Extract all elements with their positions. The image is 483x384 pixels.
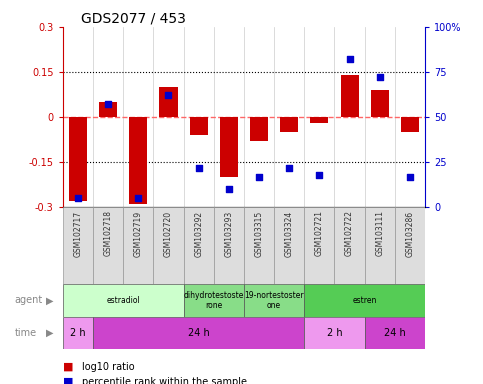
- Text: ▶: ▶: [46, 295, 54, 306]
- Point: [346, 56, 354, 63]
- Text: time: time: [14, 328, 37, 338]
- Point: [315, 172, 323, 178]
- Point: [376, 74, 384, 81]
- Bar: [395, 207, 425, 284]
- Text: GSM102718: GSM102718: [103, 210, 113, 257]
- Bar: [99, 102, 117, 117]
- Text: estren: estren: [353, 296, 377, 305]
- Bar: [244, 207, 274, 284]
- Bar: [311, 117, 328, 123]
- Bar: [184, 207, 213, 284]
- Point: [165, 93, 172, 99]
- Bar: [280, 117, 298, 132]
- Bar: [213, 207, 244, 284]
- Text: log10 ratio: log10 ratio: [82, 362, 135, 372]
- Point: [406, 174, 414, 180]
- Text: GSM103324: GSM103324: [284, 210, 294, 257]
- Text: ▶: ▶: [46, 328, 54, 338]
- Text: GSM103315: GSM103315: [255, 210, 264, 257]
- Bar: [63, 207, 93, 284]
- Text: GDS2077 / 453: GDS2077 / 453: [81, 12, 186, 26]
- Point: [134, 195, 142, 202]
- Bar: [250, 117, 268, 141]
- Point: [74, 195, 82, 202]
- Bar: [304, 284, 425, 317]
- Text: GSM102722: GSM102722: [345, 210, 354, 257]
- Text: 2 h: 2 h: [327, 328, 342, 338]
- Text: GSM102719: GSM102719: [134, 210, 143, 257]
- Text: GSM103293: GSM103293: [224, 210, 233, 257]
- Text: GSM103111: GSM103111: [375, 210, 384, 257]
- Text: 2 h: 2 h: [70, 328, 85, 338]
- Bar: [341, 75, 358, 117]
- Text: percentile rank within the sample: percentile rank within the sample: [82, 377, 247, 384]
- Point: [285, 165, 293, 171]
- Bar: [365, 317, 425, 349]
- Bar: [220, 117, 238, 177]
- Text: agent: agent: [14, 295, 43, 306]
- Bar: [154, 207, 184, 284]
- Point: [225, 186, 233, 192]
- Text: 24 h: 24 h: [384, 328, 406, 338]
- Bar: [129, 117, 147, 204]
- Text: ■: ■: [63, 362, 73, 372]
- Point: [255, 174, 263, 180]
- Text: GSM102720: GSM102720: [164, 210, 173, 257]
- Bar: [365, 207, 395, 284]
- Bar: [244, 284, 304, 317]
- Bar: [334, 207, 365, 284]
- Bar: [159, 87, 178, 117]
- Text: GSM103292: GSM103292: [194, 210, 203, 257]
- Bar: [371, 90, 389, 117]
- Bar: [69, 117, 87, 201]
- Bar: [274, 207, 304, 284]
- Text: dihydrotestoste
rone: dihydrotestoste rone: [184, 291, 244, 310]
- Text: 19-nortestoster
one: 19-nortestoster one: [244, 291, 304, 310]
- Bar: [189, 117, 208, 135]
- Bar: [93, 207, 123, 284]
- Bar: [184, 284, 244, 317]
- Bar: [93, 317, 304, 349]
- Bar: [304, 317, 365, 349]
- Bar: [63, 317, 93, 349]
- Bar: [63, 284, 184, 317]
- Text: estradiol: estradiol: [106, 296, 140, 305]
- Text: GSM103286: GSM103286: [405, 210, 414, 257]
- Text: GSM102721: GSM102721: [315, 210, 324, 257]
- Bar: [304, 207, 334, 284]
- Point: [195, 165, 202, 171]
- Text: GSM102717: GSM102717: [73, 210, 83, 257]
- Text: 24 h: 24 h: [188, 328, 210, 338]
- Point: [104, 101, 112, 108]
- Bar: [401, 117, 419, 132]
- Bar: [123, 207, 154, 284]
- Text: ■: ■: [63, 377, 73, 384]
